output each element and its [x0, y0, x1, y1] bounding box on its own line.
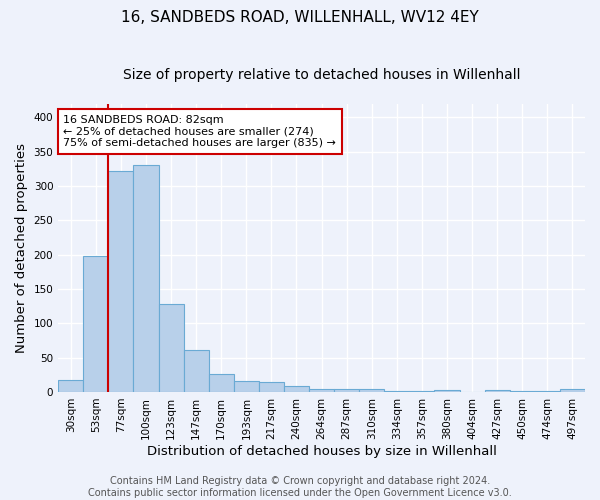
- Bar: [184, 350, 209, 392]
- Text: 16 SANDBEDS ROAD: 82sqm
← 25% of detached houses are smaller (274)
75% of semi-d: 16 SANDBEDS ROAD: 82sqm ← 25% of detache…: [64, 115, 337, 148]
- Bar: [359, 388, 385, 392]
- Bar: [158, 304, 184, 392]
- Bar: [209, 374, 234, 392]
- Bar: [309, 388, 334, 392]
- Bar: [234, 381, 259, 392]
- Bar: [83, 256, 109, 392]
- Bar: [133, 166, 158, 392]
- Bar: [409, 390, 434, 392]
- Text: 16, SANDBEDS ROAD, WILLENHALL, WV12 4EY: 16, SANDBEDS ROAD, WILLENHALL, WV12 4EY: [121, 10, 479, 25]
- Bar: [434, 390, 460, 392]
- Bar: [535, 390, 560, 392]
- Bar: [385, 390, 409, 392]
- Title: Size of property relative to detached houses in Willenhall: Size of property relative to detached ho…: [123, 68, 520, 82]
- Bar: [560, 388, 585, 392]
- Y-axis label: Number of detached properties: Number of detached properties: [15, 142, 28, 352]
- Bar: [259, 382, 284, 392]
- Bar: [334, 389, 359, 392]
- Bar: [485, 390, 510, 392]
- X-axis label: Distribution of detached houses by size in Willenhall: Distribution of detached houses by size …: [146, 444, 497, 458]
- Text: Contains HM Land Registry data © Crown copyright and database right 2024.
Contai: Contains HM Land Registry data © Crown c…: [88, 476, 512, 498]
- Bar: [58, 380, 83, 392]
- Bar: [284, 386, 309, 392]
- Bar: [109, 171, 133, 392]
